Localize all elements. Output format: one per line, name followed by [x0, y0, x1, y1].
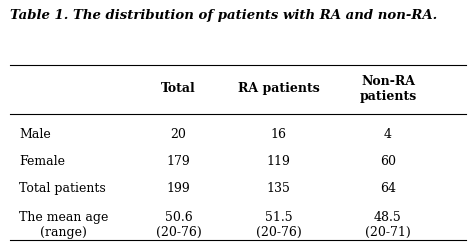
Text: Non-RA
patients: Non-RA patients [359, 75, 416, 103]
Text: Table 1. The distribution of patients with RA and non-RA.: Table 1. The distribution of patients wi… [10, 9, 437, 22]
Text: 135: 135 [267, 182, 290, 195]
Text: Male: Male [19, 128, 51, 140]
Text: 119: 119 [267, 155, 290, 168]
Text: 20: 20 [170, 128, 187, 140]
Text: 60: 60 [380, 155, 396, 168]
Text: Female: Female [19, 155, 65, 168]
Text: The mean age
(range): The mean age (range) [19, 211, 109, 239]
Text: 4: 4 [384, 128, 392, 140]
Text: 50.6
(20-76): 50.6 (20-76) [156, 211, 201, 239]
Text: 179: 179 [167, 155, 190, 168]
Text: 199: 199 [167, 182, 190, 195]
Text: 51.5
(20-76): 51.5 (20-76) [256, 211, 301, 239]
Text: 64: 64 [380, 182, 396, 195]
Text: 48.5
(20-71): 48.5 (20-71) [365, 211, 411, 239]
Text: Total patients: Total patients [19, 182, 106, 195]
Text: Total: Total [161, 82, 196, 95]
Text: 16: 16 [270, 128, 287, 140]
Text: RA patients: RA patients [238, 82, 319, 95]
